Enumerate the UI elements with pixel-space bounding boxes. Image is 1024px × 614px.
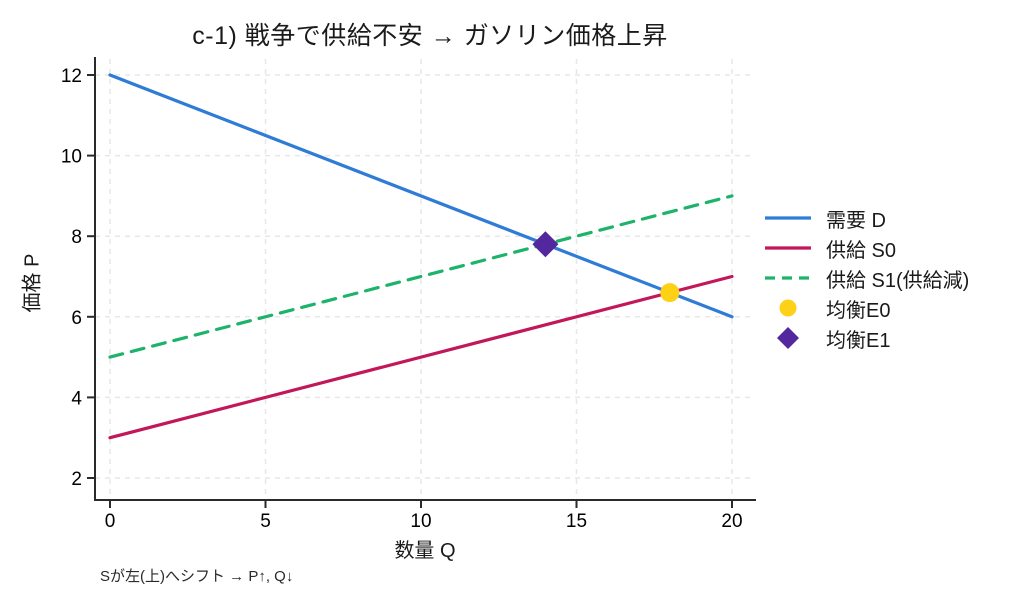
equilibrium-e0-marker bbox=[660, 283, 680, 303]
y-tick-label: 2 bbox=[71, 469, 82, 490]
equilibrium-e1-marker bbox=[532, 231, 559, 258]
legend-label: 均衡E0 bbox=[826, 299, 891, 322]
x-tick-label: 0 bbox=[105, 511, 116, 532]
legend-diamond-icon bbox=[777, 327, 799, 349]
legend-label: 均衡E1 bbox=[826, 329, 891, 352]
gridlines bbox=[95, 59, 752, 500]
legend-item-supply-s1: 供給 S1(供給減) bbox=[763, 263, 969, 293]
legend-item-equilibrium-e1: 均衡E1 bbox=[763, 323, 969, 353]
y-tick-label: 8 bbox=[71, 227, 82, 248]
data-series bbox=[108, 73, 734, 440]
y-tick-label: 10 bbox=[61, 147, 82, 168]
y-tick-label: 4 bbox=[71, 388, 82, 409]
legend-circle-icon bbox=[779, 299, 797, 317]
legend-item-supply-s0: 供給 S0 bbox=[763, 233, 969, 263]
chart-title: c-1) 戦争で供給不安 → ガソリン価格上昇 bbox=[192, 22, 668, 50]
x-tick-label: 5 bbox=[260, 511, 271, 532]
demand-d-line bbox=[108, 73, 734, 319]
y-tick-label: 6 bbox=[71, 308, 82, 329]
x-tick-label: 15 bbox=[566, 511, 587, 532]
axes: 2 4 6 8 10 12 0 5 10 15 20 bbox=[61, 57, 756, 532]
legend: 需要 D 供給 S0 供給 S1(供給減) 均衡E0 均衡E1 bbox=[763, 203, 969, 353]
shift-annotation: Sが左(上)へシフト → P↑, Q↓ bbox=[100, 568, 294, 585]
x-axis-label: 数量 Q bbox=[394, 540, 456, 562]
legend-item-equilibrium-e0: 均衡E0 bbox=[763, 293, 969, 323]
legend-label: 需要 D bbox=[826, 209, 886, 232]
y-tick-label: 12 bbox=[61, 66, 82, 87]
legend-label: 供給 S0 bbox=[826, 239, 897, 262]
legend-label: 供給 S1(供給減) bbox=[826, 269, 970, 292]
legend-line-icon bbox=[765, 246, 811, 250]
legend-line-icon bbox=[765, 276, 811, 280]
legend-item-demand-d: 需要 D bbox=[763, 203, 969, 233]
x-tick-label: 10 bbox=[410, 511, 431, 532]
supply-s1-line bbox=[108, 194, 734, 359]
legend-line-icon bbox=[765, 216, 811, 220]
supply-s0-line bbox=[108, 274, 734, 440]
x-tick-label: 20 bbox=[721, 511, 742, 532]
